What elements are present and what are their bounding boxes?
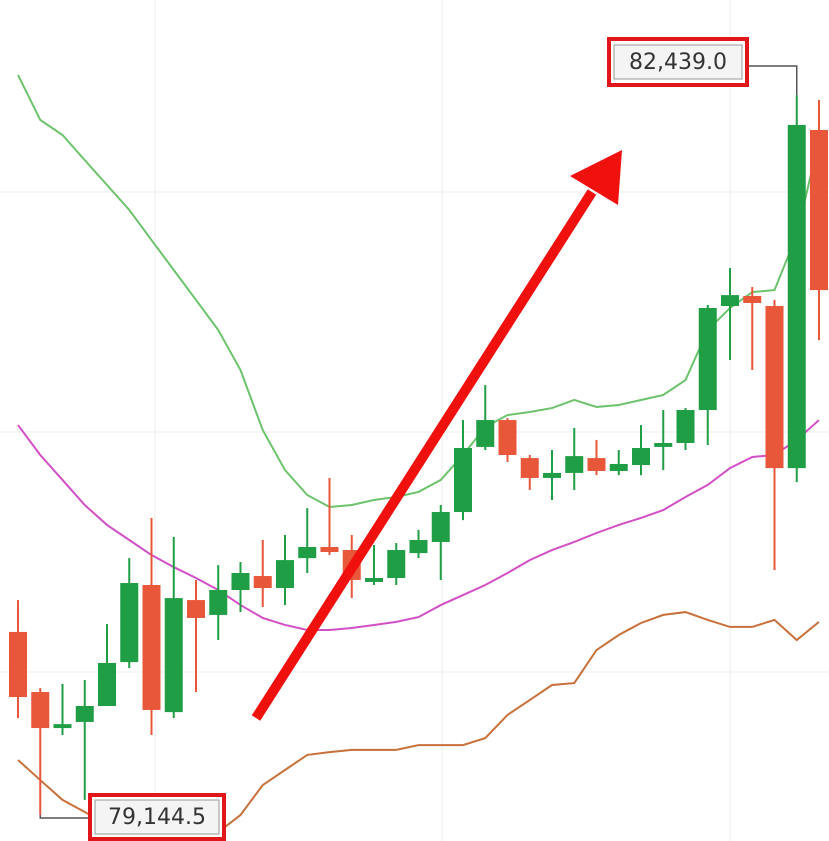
candle-body [609, 463, 628, 471]
candle-body [409, 539, 428, 554]
high-label-inner [613, 44, 743, 80]
candle-body [787, 124, 806, 469]
candle-body [721, 295, 739, 307]
candle-body [276, 560, 294, 589]
candle-body [810, 129, 828, 291]
candle-body [231, 572, 250, 591]
candle-body [498, 420, 517, 456]
candle-body [142, 584, 161, 710]
candle-body [565, 456, 584, 473]
labels: 82,439.0 79,144.5 [39, 37, 798, 841]
band-line [17, 74, 820, 509]
candle-body [320, 546, 339, 553]
candle-body [654, 442, 673, 447]
candle-body [387, 550, 406, 578]
candle-body [743, 295, 762, 303]
candle-body [164, 598, 183, 713]
low-label: 79,144.5 [108, 805, 206, 830]
low-label-inner [94, 799, 220, 835]
high-label: 82,439.0 [629, 50, 727, 75]
arrow-shaft [251, 189, 597, 721]
arrow-head [570, 150, 622, 205]
candle-body [476, 420, 495, 447]
candle-body [120, 583, 139, 663]
candle-body [253, 576, 272, 589]
candle-body [632, 448, 650, 466]
candle-body [676, 410, 695, 443]
candle-body [698, 308, 717, 411]
candle-body [587, 458, 606, 471]
trend-arrow [251, 150, 622, 721]
candle-body [431, 512, 450, 542]
candle-body [9, 631, 27, 698]
candle-body [53, 724, 72, 729]
candle-body [98, 662, 116, 707]
candle-body [298, 546, 317, 559]
candle-body [543, 472, 561, 478]
candle-body [209, 590, 228, 615]
low-connector [39, 814, 92, 819]
candle-body [454, 448, 472, 513]
candle-body [75, 706, 94, 722]
candle-body [31, 692, 50, 729]
candle-body [187, 600, 205, 618]
candle-body [365, 577, 383, 582]
candles [9, 95, 828, 815]
candle-body [520, 458, 539, 478]
high-connector [748, 65, 798, 96]
candle-body [765, 306, 784, 469]
